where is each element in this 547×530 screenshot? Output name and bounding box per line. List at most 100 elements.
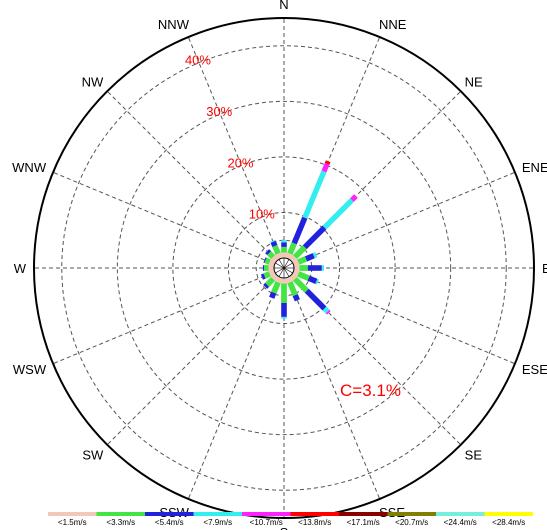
calm-tick: [278, 259, 285, 269]
direction-label-nnw: NNW: [158, 17, 190, 32]
polar-grid: 10% 20% 30% 40%: [33, 17, 535, 519]
direction-label-e: E: [542, 261, 547, 276]
bar-sw-bin-2: [265, 276, 276, 287]
bar-ene-bin-2: [297, 256, 308, 265]
bar-ssw-bin-3: [269, 291, 277, 299]
bar-ese-bin-2: [297, 271, 310, 281]
spoke-sw: [106, 267, 285, 446]
legend-label-10: <28.4m/s: [492, 518, 525, 527]
legend-swatch-3: [145, 512, 194, 516]
ring-label-2: 20%: [227, 155, 253, 170]
direction-label-nw: NW: [82, 74, 104, 89]
bar-nnw-bin-1: [275, 252, 283, 260]
legend-swatch-2: [96, 512, 145, 516]
bar-nw-bin-3: [265, 249, 272, 256]
direction-label-nne: NNE: [379, 17, 407, 32]
bar-se-bin-4: [322, 306, 330, 314]
bar-sse-bin-3: [292, 294, 300, 302]
direction-label-wnw: WNW: [12, 160, 47, 175]
legend-label-9: <24.4m/s: [444, 518, 477, 527]
grid-ring-4: [61, 45, 507, 491]
bar-nne-bin-1: [285, 252, 293, 260]
speed-legend: <1.5m/s <3.3m/s <5.4m/s <7.9m/s <10.7m/s <13.…: [48, 512, 533, 527]
bar-wsw-bin-1: [268, 269, 276, 277]
calm-tick: [278, 267, 285, 277]
legend-swatch-5: [242, 512, 291, 516]
outer-circle: [33, 17, 535, 519]
legend-swatch-4: [193, 512, 242, 516]
wind-bars: [260, 160, 358, 319]
bar-se-bin-1: [288, 272, 298, 282]
legend-swatch-10: [484, 512, 533, 516]
bar-sse-bin-2: [287, 281, 298, 297]
ring-label-1: 10%: [249, 207, 275, 222]
legend-swatch-9: [436, 512, 485, 516]
bar-nne-bin-4: [302, 170, 327, 219]
bar-nne-bin-2: [287, 242, 297, 255]
bar-sw-bin-3: [263, 282, 270, 289]
legend-label-1: <1.5m/s: [58, 518, 87, 527]
calm-label: C=3.1%: [340, 381, 401, 400]
bar-wsw-bin-3: [260, 273, 266, 280]
calm-tick: [283, 267, 290, 277]
ring-label-4: 40%: [185, 53, 211, 68]
bar-nw-bin-2: [267, 251, 276, 260]
direction-labels: NNNENEENEEESESESSESSSWSWWSWWWNWNWNNW: [12, 0, 547, 530]
spoke-ese: [283, 267, 516, 365]
calm-tick: [275, 262, 285, 269]
legend-swatch-6: [290, 512, 339, 516]
legend-swatch-7: [339, 512, 388, 516]
bar-nne-bin-6: [324, 160, 331, 165]
spoke-ssw: [187, 267, 285, 500]
legend-label-7: <17.1m/s: [347, 518, 380, 527]
legend-label-5: <10.7m/s: [250, 518, 283, 527]
direction-label-w: W: [14, 261, 27, 276]
bar-nnw-bin-3: [270, 240, 278, 248]
direction-label-ene: ENE: [522, 160, 547, 175]
legend-label-4: <7.9m/s: [203, 518, 232, 527]
grid-ring-3: [116, 100, 452, 436]
calm-tick: [275, 267, 285, 274]
legend-swatch-8: [387, 512, 436, 516]
direction-label-s: S: [280, 525, 289, 530]
calm-tick: [283, 262, 293, 269]
bar-nne-bin-5: [321, 162, 330, 173]
bar-ne-bin-1: [288, 254, 298, 264]
bar-ese-bin-4: [315, 278, 319, 285]
direction-label-wsw: WSW: [13, 362, 47, 377]
spoke-nnw: [187, 36, 285, 269]
legend-swatch-1: [48, 512, 97, 516]
bar-wsw-bin-2: [263, 271, 271, 279]
spoke-nw: [106, 90, 285, 269]
bar-nw-bin-1: [270, 254, 280, 264]
spoke-wsw: [52, 267, 285, 365]
bar-ssw-bin-1: [275, 276, 283, 284]
bar-ne-bin-4: [322, 198, 354, 230]
bar-nnw-bin-2: [272, 244, 281, 255]
bar-ene-bin-1: [292, 259, 300, 267]
bar-se-bin-5: [325, 309, 331, 315]
bar-se-bin-3: [304, 288, 327, 311]
legend-label-6: <13.8m/s: [298, 518, 331, 527]
bar-ene-bin-4: [312, 252, 318, 259]
bar-ne-bin-5: [350, 194, 358, 202]
bar-ne-bin-3: [302, 225, 327, 250]
bar-ese-bin-3: [307, 275, 318, 284]
legend-label-2: <3.3m/s: [106, 518, 135, 527]
bar-ssw-bin-2: [271, 281, 281, 294]
bar-se-bin-2: [292, 276, 309, 293]
grid-ring-2: [172, 156, 396, 380]
bar-nne-bin-3: [291, 216, 308, 245]
bar-sse-bin-1: [285, 276, 293, 284]
calm-tick: [283, 267, 293, 274]
ring-label-3: 30%: [206, 104, 232, 119]
bar-ne-bin-2: [292, 245, 307, 260]
legend-label-3: <5.4m/s: [155, 518, 184, 527]
bar-ene-bin-3: [304, 253, 315, 262]
grid-ring-1: [227, 211, 341, 325]
bar-sw-bin-1: [270, 272, 280, 282]
direction-label-se: SE: [465, 448, 483, 463]
legend-label-8: <20.7m/s: [395, 518, 428, 527]
direction-label-n: N: [279, 0, 288, 12]
